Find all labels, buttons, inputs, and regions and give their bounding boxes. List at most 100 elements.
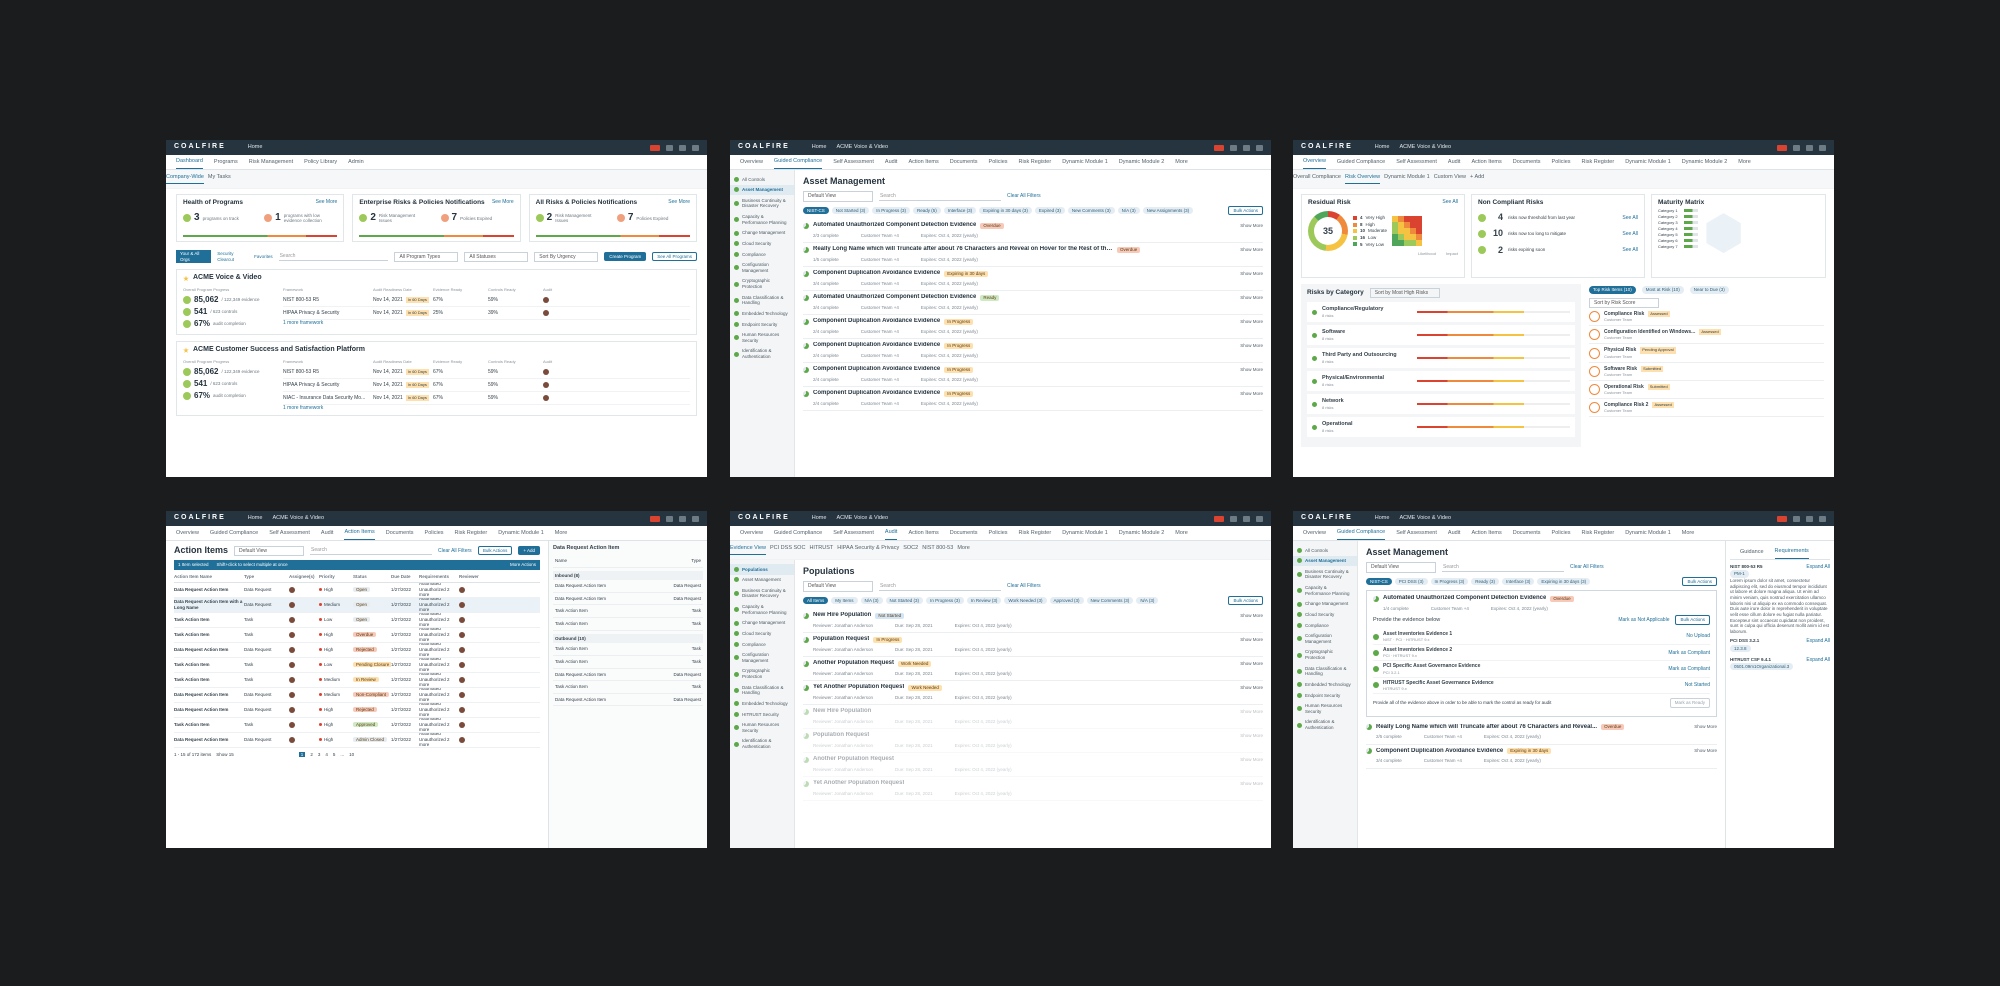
cell[interactable]: Data Request Action Item with a Long Nam… [174,597,244,613]
show-more[interactable]: Show More [1240,319,1263,325]
tab[interactable]: Dynamic Module 2 [1118,530,1165,537]
sidebar-item[interactable]: Endpoint Security [1293,690,1357,701]
cell[interactable]: Data Request Action Item [174,643,244,658]
program-title[interactable]: ACME Customer Success and Satisfaction P… [193,346,365,353]
clear-filters[interactable]: Clear All Filters [438,547,472,554]
list-row[interactable]: New Hire Population Not Started Show More R… [803,609,1263,634]
tab[interactable]: Overview [1303,158,1326,169]
bulk-actions[interactable]: Bulk Actions [1228,595,1263,606]
tab[interactable]: Action Items [1471,159,1502,166]
tab[interactable]: Guided Compliance [209,530,259,537]
sort-select[interactable]: Sort by Risk Score [1589,297,1659,308]
filter-chip[interactable]: Ready (3) [1471,577,1500,586]
link[interactable]: See All [1622,230,1638,237]
filter-chip[interactable]: Approved (3) [1049,596,1084,605]
filter-chip[interactable]: NIST-CS [803,206,829,215]
filter-chip[interactable]: PCI DSS (3) [1394,577,1428,586]
link[interactable]: See All [1622,247,1638,254]
tab[interactable]: Overall Compliance [1293,174,1341,181]
tab[interactable]: Dynamic Module 1 [1625,159,1671,166]
link[interactable]: See All [1622,214,1638,221]
sidebar-item[interactable]: Capacity & Performance Planning [730,212,794,228]
icon[interactable] [650,144,660,151]
row-title[interactable]: Automated Unauthorized Component Detecti… [813,294,977,301]
sidebar-item[interactable]: Cryptographic Protection [1293,647,1357,663]
list-row[interactable]: Automated Unauthorized Component Detecti… [803,219,1263,244]
sidebar-item[interactable]: Identification & Authentication [730,346,794,362]
cell[interactable]: Task Action Item [174,658,244,673]
sidebar-item[interactable]: Populations [730,564,794,575]
tab[interactable]: Audit [1447,530,1461,537]
search-box[interactable]: Search [879,192,1001,201]
tab[interactable]: Requirements [1774,548,1809,559]
sort-select[interactable]: Sort by Most High Risks [1369,288,1440,299]
tab[interactable]: Policy Library [304,159,338,166]
cell[interactable]: Data Request Action Item [174,688,244,703]
list-row[interactable]: Component Duplication Avoidance Evidence… [803,363,1263,388]
filter-chip[interactable]: Expired (3) [1034,206,1065,215]
tab[interactable]: Custom View [1433,174,1467,181]
clear-filters[interactable]: Clear All Filters [1570,564,1604,571]
sidebar-item[interactable]: Embedded Technology [1293,679,1357,690]
row-title[interactable]: New Hire Population [813,708,872,715]
bulk-actions[interactable]: Bulk Actions [1682,576,1717,587]
filter-chip[interactable]: Not Started (3) [885,596,924,605]
breadcrumb-item[interactable]: ACME Voice & Video [1399,515,1452,522]
list-row[interactable]: Component Duplication Avoidance Evidence… [803,387,1263,412]
tab[interactable]: PCI DSS SOC [769,545,806,552]
row-title[interactable]: Yet Another Population Request [813,780,905,787]
toolbar-item[interactable]: Your & All Orgs [176,250,212,264]
link[interactable]: See All [1442,199,1458,205]
sidebar-item[interactable]: Human Resources Security [1293,701,1357,717]
column-header[interactable]: Requirements [419,572,459,583]
risk-item[interactable]: Operational Risk Submitted Customer Team [1589,381,1824,400]
filter-chip[interactable]: In Progress (3) [872,206,911,215]
filter-chip[interactable]: In Progress (3) [926,596,964,605]
toolbar-item[interactable]: Security Clearcut [217,251,235,262]
icon[interactable] [1793,515,1800,522]
tab[interactable]: Dynamic Module 1 [1062,530,1108,537]
tab[interactable]: Documents [385,530,414,537]
filter-chip[interactable]: Interface (3) [943,206,977,215]
clear-filters[interactable]: Clear All Filters [1007,583,1041,590]
icon[interactable] [679,515,686,522]
row-title[interactable]: Component Duplication Avoidance Evidence [813,390,941,397]
cell[interactable]: Task Action Item [174,718,244,733]
show-more[interactable]: Show More [1240,295,1263,301]
show-more[interactable]: Show More [1240,637,1263,643]
tab[interactable]: Self Assessment [833,530,874,537]
show-more[interactable]: Show More [1240,733,1263,739]
sidebar-item[interactable]: Business Continuity & Disaster Recovery [730,195,794,211]
tab[interactable]: Risk Register [1018,530,1052,537]
column-header[interactable]: Due Date [391,572,419,583]
show-more[interactable]: Show More [1694,748,1717,754]
group-header[interactable]: Outbound (10) [553,633,703,644]
filter-chip[interactable]: Work Needed (3) [1004,596,1047,605]
risk-item[interactable]: Physical Risk Pending Approval Customer Te… [1589,344,1824,363]
sidebar-item[interactable]: Compliance [1293,620,1357,631]
search-box[interactable]: Search [310,546,433,556]
row-title[interactable]: Population Request [813,636,870,643]
list-row[interactable]: Automated Unauthorized Component Detecti… [803,291,1263,316]
tab[interactable]: Overview [740,159,763,166]
expand-link[interactable]: Expand All [1806,564,1830,570]
show-more[interactable]: Show More [1240,223,1263,229]
list-row[interactable]: Component Duplication Avoidance Evidence… [803,339,1263,364]
search-box[interactable]: Search [278,252,389,262]
row-title[interactable]: Another Population Request [813,756,894,763]
more-link[interactable]: 1 more framework [283,404,324,411]
sidebar-item[interactable]: Embedded Technology [730,308,794,319]
evidence-name[interactable]: Asset Inventories Evidence 2 [1383,647,1453,654]
list-row[interactable]: Really Long Name which will Truncate aft… [803,243,1263,268]
filter-chip[interactable]: Expiring in 30 days (3) [979,206,1032,215]
list-row[interactable]: New Hire Population Show More Reviewer: Jo… [803,705,1263,730]
risk-item[interactable]: Compliance Risk Assessed Customer Team [1589,308,1824,327]
bulk-actions[interactable]: Bulk Actions [1675,615,1710,625]
sidebar-item[interactable]: Change Management [730,618,794,629]
tab[interactable]: Risk Overview [1345,174,1381,185]
show-more[interactable]: Show More [1240,247,1263,253]
sidebar-item[interactable]: Endpoint Security [730,319,794,330]
sidebar-item[interactable]: Change Management [730,228,794,239]
icon[interactable] [1777,144,1787,151]
tab[interactable]: Dynamic Module 1 [1384,174,1430,181]
